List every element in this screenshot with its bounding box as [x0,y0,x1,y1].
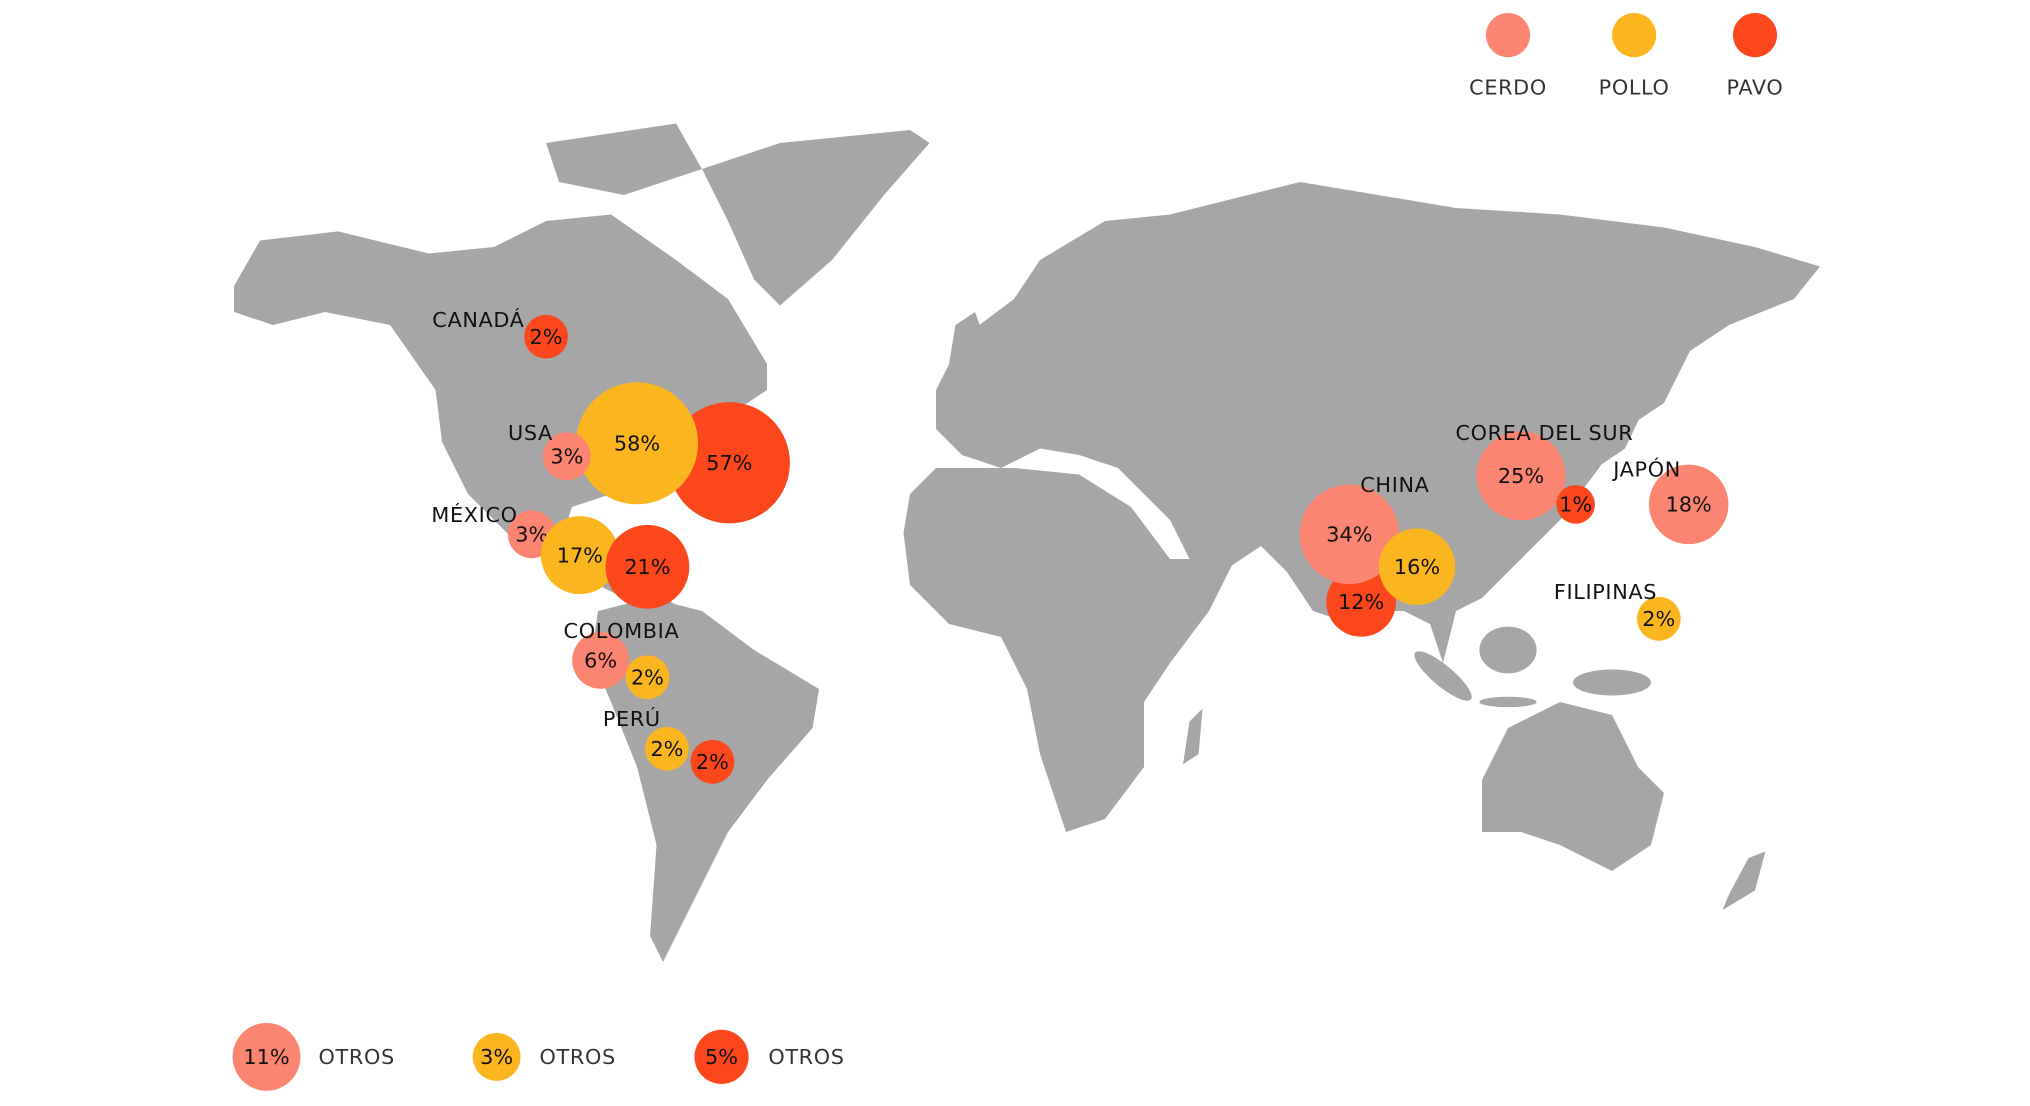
world-map [234,123,1820,962]
new-guinea [1573,669,1652,696]
bubble-label: 21% [624,555,670,579]
bubble [645,726,689,771]
bubble-label: 6% [584,649,617,673]
north-america [234,214,768,611]
bubble-label: 2% [530,325,563,349]
bubble-label: 12% [1338,590,1384,614]
others-value: 11% [243,1045,289,1069]
madagascar [1183,708,1203,765]
country-label: FILIPINAS [1554,580,1657,604]
bubble [572,631,630,689]
others-label: OTROS [319,1045,395,1069]
bubble-label: 57% [706,451,752,475]
legend-label: CERDO [1469,75,1547,99]
sumatra [1414,651,1472,701]
bubble [625,655,670,700]
bubble-label: 25% [1498,464,1544,488]
legend-swatch [1612,12,1657,58]
japan [1592,389,1641,471]
bubble [1326,567,1396,637]
others-label: OTROS [768,1045,844,1069]
greenland [702,129,930,306]
bubble-label: 58% [614,432,660,456]
legend-swatch [1485,12,1531,58]
bubble [1299,484,1400,585]
bubble [1378,528,1456,605]
others-label: OTROS [540,1045,616,1069]
bubble-label: 18% [1666,493,1712,517]
eurasia [936,181,1820,663]
bubble-label: 1% [1559,493,1592,517]
others-value: 3% [480,1045,513,1069]
others-value: 5% [705,1045,738,1069]
bubble [1648,464,1729,545]
others-bubble [472,1032,521,1081]
country-label: JAPÓN [1611,457,1681,482]
bubble-label: 2% [631,666,664,690]
bubble [524,314,568,359]
bubble [690,739,735,784]
bubble [605,524,690,609]
bubble [576,382,699,505]
uk [949,311,986,371]
bubble-label: 2% [650,737,683,761]
country-label: PERÚ [603,706,661,731]
borneo [1479,626,1537,674]
bubble [1556,485,1595,524]
bubble [668,402,790,524]
legend-label: PAVO [1727,75,1784,99]
bubble-label: 3% [550,445,583,469]
java [1479,696,1537,708]
country-label: CHINA [1360,473,1429,497]
others-bubble [694,1029,749,1084]
country-label: CANADÁ [432,307,524,332]
bubble-label: 17% [557,543,603,567]
country-label: COLOMBIA [564,619,680,643]
australia [1482,701,1665,871]
bubble-label: 2% [1642,607,1675,631]
others-bubble [232,1022,301,1091]
arctic-islands [546,123,703,195]
country-label: COREA DEL SUR [1455,421,1633,445]
bubble [540,516,619,595]
bubble-label: 2% [696,750,729,774]
bubble [1636,596,1681,641]
bubble-label: 16% [1394,555,1440,579]
country-label: MÉXICO [431,502,517,527]
bubble-label: 34% [1326,523,1372,547]
legend-swatch [1732,12,1778,58]
country-label: USA [508,421,553,445]
bubble-label: 3% [515,523,548,547]
africa [903,467,1236,832]
new-zealand [1722,851,1766,910]
legend-label: POLLO [1599,75,1670,99]
bubble [542,432,591,481]
bubble [1476,431,1566,521]
